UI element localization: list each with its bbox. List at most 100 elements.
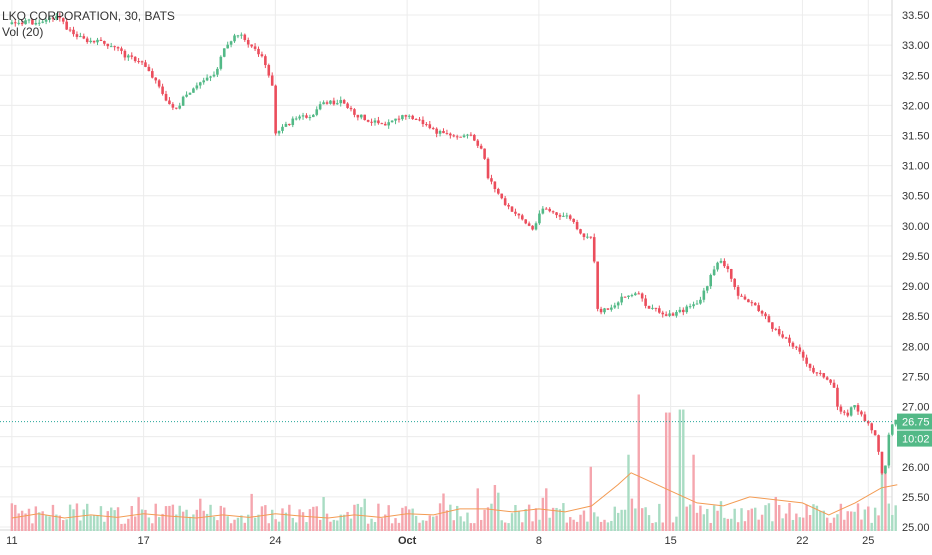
volume-bar: [332, 519, 336, 531]
x-tick-label: 17: [137, 535, 149, 547]
candle-body: [459, 136, 462, 138]
x-tick-label: 22: [796, 535, 808, 547]
y-tick-label: 31.50: [902, 131, 930, 143]
candle-body: [298, 116, 301, 119]
candle-body: [34, 22, 38, 25]
volume-bar: [658, 503, 661, 531]
volume-bar: [38, 512, 41, 531]
candle-body: [692, 304, 695, 307]
volume-bar: [771, 521, 774, 531]
volume-bar: [476, 488, 479, 531]
y-tick-label: 26.00: [902, 462, 930, 474]
volume-bar: [349, 518, 353, 531]
volume-bar: [843, 519, 846, 531]
volume-bar: [497, 492, 500, 531]
candle-body: [884, 465, 887, 474]
volume-bar: [336, 520, 339, 531]
volume-bar: [414, 515, 418, 531]
candle-body: [335, 103, 339, 105]
volume-bar: [96, 515, 99, 531]
volume-bar: [223, 507, 226, 531]
candle-body: [767, 316, 771, 323]
candle-body: [164, 93, 168, 101]
candle-body: [27, 19, 31, 21]
volume-bar: [411, 508, 414, 531]
candle-body: [805, 357, 808, 364]
candle-body: [551, 211, 555, 213]
volume-bar: [449, 504, 452, 531]
candle-body: [555, 212, 558, 216]
volume-bar: [486, 507, 490, 531]
candle-body: [774, 328, 778, 330]
volume-bar: [79, 520, 82, 531]
candle-body: [192, 88, 195, 93]
volume-bar: [613, 506, 616, 531]
volume-bar: [599, 521, 603, 531]
volume-bar: [171, 504, 175, 531]
volume-bars: [10, 394, 897, 531]
volume-bar: [315, 506, 318, 531]
candle-body: [527, 223, 531, 226]
volume-bar: [425, 520, 428, 531]
candle-body: [209, 76, 212, 78]
candle-body: [418, 119, 421, 121]
candle-body: [736, 286, 740, 296]
candle-body: [675, 311, 678, 316]
volume-bar: [709, 522, 712, 531]
symbol-title: LKQ CORPORATION, 30, BATS: [2, 9, 175, 23]
candle-body: [61, 18, 65, 22]
candle-body: [462, 135, 466, 138]
candle-body: [243, 34, 247, 40]
candle-body: [445, 133, 449, 135]
candle-body: [661, 312, 665, 315]
volume-bar: [877, 515, 880, 531]
volume-bar: [455, 505, 459, 531]
volume-bar: [627, 454, 630, 531]
volume-bar: [562, 503, 565, 531]
volume-bar: [637, 394, 640, 531]
volume-bar: [380, 518, 384, 531]
candle-body: [651, 307, 654, 309]
candle-body: [466, 134, 469, 136]
candle-body: [17, 22, 21, 24]
candle-body: [572, 218, 575, 223]
candle-body: [240, 34, 243, 36]
candle-body: [524, 219, 528, 224]
volume-bar: [750, 508, 754, 531]
candle-body: [315, 109, 319, 115]
candle-body: [68, 29, 72, 31]
volume-bar: [188, 516, 192, 531]
candle-body: [222, 48, 226, 57]
candle-body: [764, 313, 767, 317]
candle-body: [791, 342, 795, 347]
volume-bar: [205, 513, 209, 531]
volume-bar: [784, 513, 788, 531]
volume-bar: [82, 509, 85, 531]
volume-bar: [774, 496, 777, 531]
volume-bar: [370, 518, 373, 531]
volume-bar: [168, 505, 171, 531]
candle-body: [394, 118, 397, 121]
y-tick-label: 28.50: [902, 311, 930, 323]
volume-bar: [397, 522, 401, 531]
volume-bar: [41, 511, 44, 531]
x-tick-label: Oct: [398, 535, 417, 547]
volume-bar: [432, 516, 435, 531]
candle-body: [620, 296, 623, 303]
candle-body: [469, 134, 473, 136]
candle-body: [890, 424, 894, 435]
volume-bar: [719, 501, 723, 531]
volume-bar: [144, 509, 147, 531]
volume-bar: [58, 515, 62, 531]
y-tick-label: 30.00: [902, 221, 930, 233]
volume-bar: [195, 509, 199, 531]
volume-bar: [747, 510, 750, 531]
candle-body: [431, 128, 435, 130]
volume-bar: [264, 505, 267, 531]
volume-bar: [387, 505, 390, 531]
volume-bar: [445, 510, 449, 531]
volume-bar: [640, 508, 644, 531]
volume-bar: [452, 520, 455, 531]
